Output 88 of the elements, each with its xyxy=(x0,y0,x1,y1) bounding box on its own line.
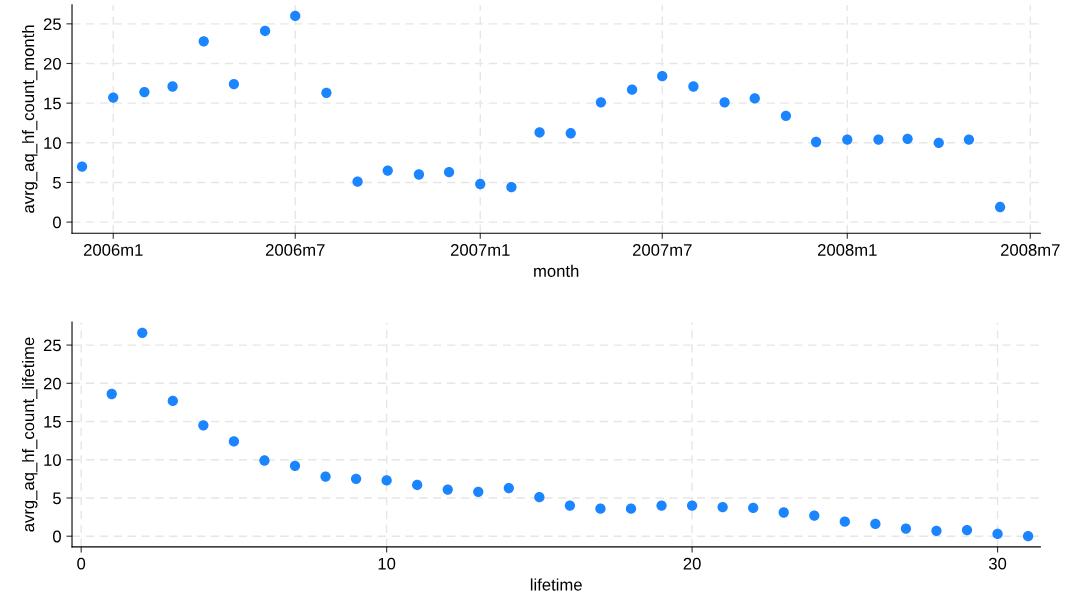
point xyxy=(778,507,789,518)
x-tick-label: 10 xyxy=(378,557,396,570)
y-tick-label: 5 xyxy=(53,492,61,505)
y-tick-label: 15 xyxy=(44,97,61,110)
point xyxy=(506,182,517,193)
point xyxy=(108,92,119,103)
point xyxy=(381,475,392,486)
point xyxy=(719,97,730,108)
x-tick-label: 2007m1 xyxy=(450,244,510,256)
y-axis-title: avrg_aq_hf_count_month xyxy=(21,25,38,213)
point xyxy=(688,81,699,92)
x-axis-title: lifetime xyxy=(530,578,582,591)
point xyxy=(992,528,1003,540)
point xyxy=(228,78,240,90)
point xyxy=(412,479,423,491)
point xyxy=(352,176,363,187)
point xyxy=(259,455,270,466)
point xyxy=(656,500,667,511)
point xyxy=(290,10,301,22)
point xyxy=(1022,531,1034,542)
point xyxy=(595,97,607,108)
x-tick-label: 2006m1 xyxy=(83,244,143,256)
point xyxy=(873,134,884,145)
point xyxy=(625,503,637,514)
y-tick-label: 25 xyxy=(43,339,61,352)
x-tick-label: 2008m1 xyxy=(817,244,877,256)
point xyxy=(564,500,576,511)
x-tick-label: 2007m7 xyxy=(632,244,692,256)
y-axis-title: avrg_aq_hf_count_lifetime xyxy=(21,337,38,532)
point xyxy=(289,460,301,472)
point xyxy=(106,388,117,400)
point xyxy=(961,524,973,536)
point xyxy=(139,86,150,98)
x-tick-label: 0 xyxy=(77,557,86,570)
point xyxy=(442,484,453,495)
y-tick-label: 10 xyxy=(44,137,61,149)
y-tick-label: 0 xyxy=(52,216,61,229)
point xyxy=(198,420,209,431)
point xyxy=(902,133,913,144)
point xyxy=(167,395,178,407)
point xyxy=(350,473,362,485)
point xyxy=(259,25,271,37)
x-tick-label: 2006m7 xyxy=(265,244,325,256)
point xyxy=(321,87,332,98)
y-tick-label: 5 xyxy=(53,177,61,189)
point xyxy=(839,516,850,527)
point xyxy=(900,523,912,534)
y-tick-label: 20 xyxy=(43,377,61,390)
point xyxy=(475,178,486,190)
point xyxy=(810,136,822,148)
point xyxy=(137,327,148,338)
point xyxy=(933,137,944,148)
point xyxy=(780,110,792,121)
point xyxy=(748,502,759,514)
point xyxy=(963,134,975,145)
point xyxy=(198,36,209,47)
x-tick-label: 2008m7 xyxy=(1001,244,1060,256)
point xyxy=(870,518,881,530)
x-axis-title: month xyxy=(534,264,579,277)
point xyxy=(565,128,576,139)
y-tick-label: 15 xyxy=(44,416,61,428)
point xyxy=(413,169,425,180)
y-tick-label: 0 xyxy=(52,530,61,543)
point xyxy=(994,201,1006,213)
point xyxy=(931,525,942,536)
point xyxy=(228,436,240,447)
y-tick-label: 25 xyxy=(43,18,61,31)
point xyxy=(809,510,820,521)
x-tick-label: 30 xyxy=(988,557,1007,570)
point xyxy=(320,471,331,482)
point xyxy=(503,482,514,494)
point xyxy=(626,84,638,95)
point xyxy=(76,161,88,172)
point xyxy=(382,165,393,176)
point xyxy=(595,503,606,514)
point xyxy=(749,93,760,104)
point xyxy=(473,486,484,498)
point xyxy=(443,166,455,178)
point xyxy=(717,502,728,513)
y-tick-label: 20 xyxy=(43,57,61,70)
point xyxy=(686,500,698,511)
point xyxy=(842,134,853,145)
y-tick-label: 10 xyxy=(44,454,61,466)
point xyxy=(534,127,545,138)
point xyxy=(657,71,668,82)
x-tick-label: 20 xyxy=(683,557,701,570)
point xyxy=(534,492,545,503)
point xyxy=(167,81,178,92)
